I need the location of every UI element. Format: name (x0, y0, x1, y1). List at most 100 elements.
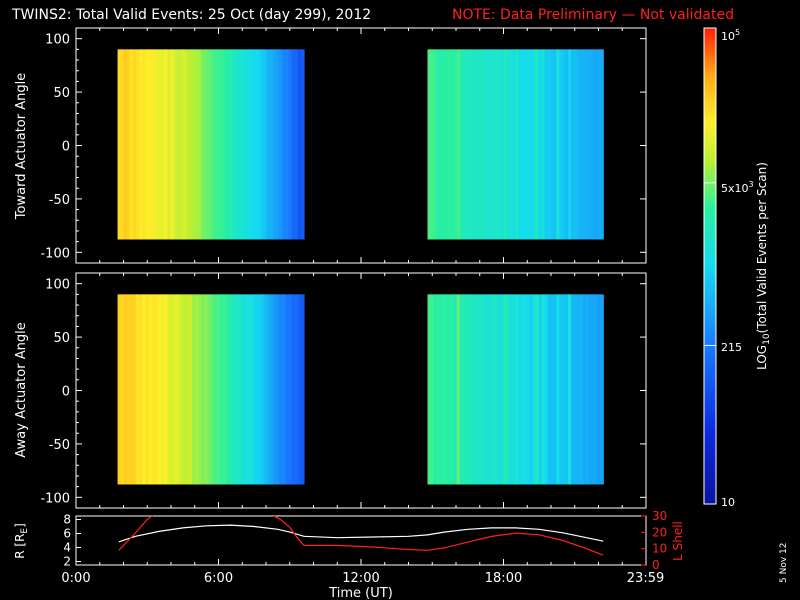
toward-column (226, 49, 231, 240)
away-ytick-label: 0 (62, 385, 70, 400)
toward-column (579, 49, 584, 240)
toward-column (541, 49, 546, 240)
toward-column (480, 49, 484, 240)
toward-column (591, 49, 596, 240)
toward-column (244, 49, 249, 240)
away-column (248, 294, 252, 485)
toward-column (550, 49, 555, 240)
away-ytick-label: -100 (40, 491, 70, 506)
away-column (139, 294, 144, 485)
toward-column (204, 49, 209, 240)
away-column (568, 294, 572, 485)
colorbar-gradient (703, 27, 717, 505)
away-column (192, 294, 196, 485)
toward-ytick-label: 50 (53, 86, 70, 101)
away-column (544, 294, 549, 485)
away-column (518, 294, 522, 485)
toward-column (442, 49, 446, 240)
toward-column (238, 49, 243, 240)
away-column (157, 294, 162, 485)
away-column (541, 294, 546, 485)
toward-column (207, 49, 212, 240)
away-column (556, 294, 560, 485)
radius-ytick-label: 8 (63, 513, 71, 527)
toward-column (448, 49, 452, 240)
away-column (288, 294, 293, 485)
away-column (282, 294, 286, 485)
away-data-block-2 (427, 294, 604, 485)
away-column (142, 294, 147, 485)
away-column (154, 294, 159, 485)
toward-column (509, 49, 514, 240)
away-panel-yaxis: 100 50 0 -50 -100 (40, 273, 647, 508)
away-column (263, 294, 268, 485)
toward-column (527, 49, 531, 240)
lshell-ytick-label: 0 (652, 558, 660, 572)
radius-label-subscript: E (20, 528, 30, 534)
away-column (521, 294, 525, 485)
toward-column (477, 49, 481, 240)
lshell-ytick-label: 10 (652, 542, 667, 556)
toward-column (198, 49, 203, 240)
away-column (201, 294, 206, 485)
toward-column (471, 49, 475, 240)
away-column (538, 294, 543, 485)
toward-column (597, 49, 601, 240)
toward-column (251, 49, 255, 240)
toward-column (291, 49, 296, 240)
toward-column (294, 49, 299, 240)
toward-column (430, 49, 434, 240)
away-column (524, 294, 528, 485)
away-column (491, 294, 496, 485)
away-angle-panel: 100 50 0 -50 -100 Away Actuator Angle (14, 272, 647, 509)
toward-column (462, 49, 467, 240)
toward-column (232, 49, 237, 240)
away-column (571, 294, 575, 485)
toward-column (263, 49, 268, 240)
toward-column (427, 49, 432, 240)
time-xtick-label: 23:59 (627, 571, 664, 586)
toward-column (257, 49, 262, 240)
away-column (509, 294, 514, 485)
away-column (506, 294, 511, 485)
toward-column (553, 49, 557, 240)
toward-column (151, 49, 156, 240)
toward-column (213, 49, 218, 240)
toward-column (248, 49, 252, 240)
away-column (217, 294, 221, 485)
away-column (170, 294, 175, 485)
away-ytick-label: 50 (53, 331, 70, 346)
away-column (161, 294, 165, 485)
toward-column (535, 49, 540, 240)
toward-column (148, 49, 153, 240)
toward-column (512, 49, 516, 240)
away-column (559, 294, 563, 485)
toward-column (506, 49, 511, 240)
away-column (176, 294, 181, 485)
toward-column (254, 49, 258, 240)
toward-column (266, 49, 271, 240)
away-column (573, 294, 578, 485)
away-column (241, 294, 246, 485)
away-column (430, 294, 434, 485)
orbit-panel-left-ylabel: R [RE] (13, 523, 30, 559)
toward-panel-yaxis: 100 50 0 -50 -100 (40, 28, 647, 263)
toward-column (565, 49, 569, 240)
away-column (530, 294, 534, 485)
toward-column (176, 49, 181, 240)
away-column (254, 294, 258, 485)
toward-ytick-label: 100 (45, 33, 70, 48)
toward-column (515, 49, 519, 240)
toward-column (195, 49, 199, 240)
away-column (179, 294, 184, 485)
away-column (164, 294, 168, 485)
toward-column (594, 49, 598, 240)
toward-ytick-label: 0 (62, 140, 70, 155)
time-axis-label: Time (UT) (328, 586, 393, 600)
toward-column (167, 49, 171, 240)
away-column (260, 294, 265, 485)
away-column (433, 294, 437, 485)
toward-column (220, 49, 224, 240)
away-column (512, 294, 516, 485)
